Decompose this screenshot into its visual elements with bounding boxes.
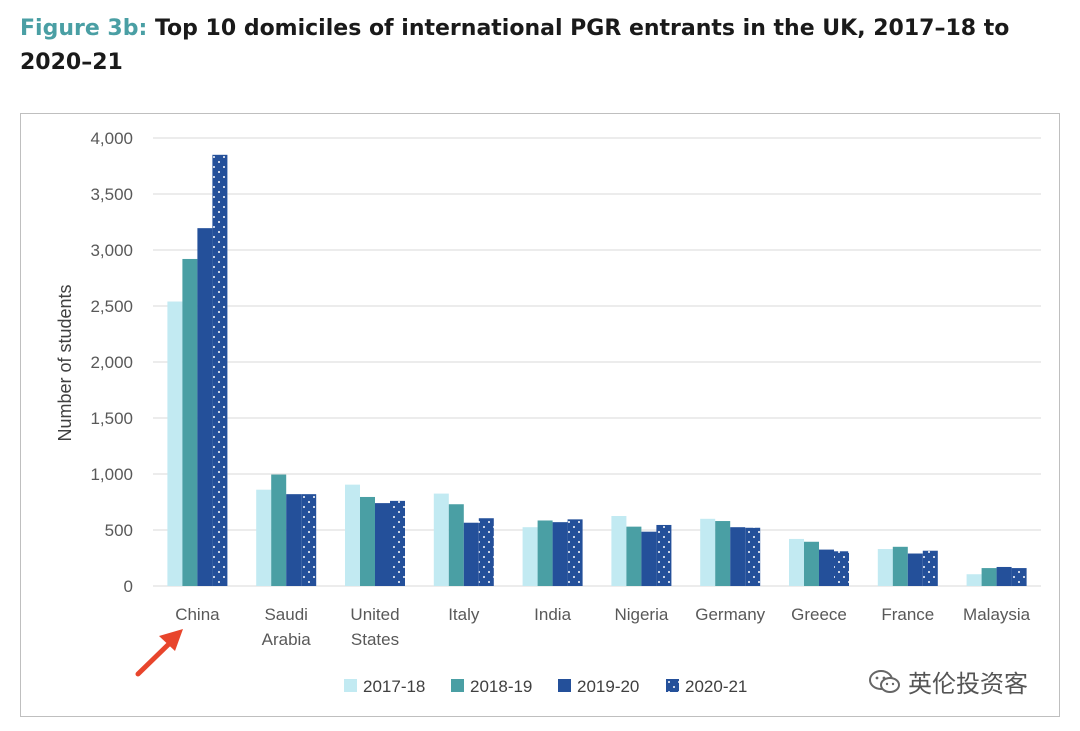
x-category-label: France bbox=[881, 605, 934, 624]
bar-2018-19 bbox=[360, 496, 375, 586]
bar-2018-19 bbox=[182, 258, 198, 586]
y-tick-label: 1,000 bbox=[90, 465, 133, 484]
bar-2019-20 bbox=[996, 566, 1012, 586]
bar-2017-18 bbox=[345, 484, 360, 586]
legend: 2017-18 2018-19 2019-20 2020-21 bbox=[344, 677, 747, 696]
y-tick-label: 1,500 bbox=[90, 409, 133, 428]
bar-2017-18 bbox=[611, 516, 627, 586]
y-tick-label: 2,500 bbox=[90, 297, 133, 316]
figure-title: Figure 3b: Top 10 domiciles of internati… bbox=[20, 12, 1020, 80]
y-tick-label: 0 bbox=[124, 577, 133, 596]
x-category-label: Greece bbox=[791, 605, 847, 624]
legend-item-2020-21: 2020-21 bbox=[666, 677, 747, 696]
bar-2020-21 bbox=[922, 550, 938, 586]
bar-2020-21 bbox=[1011, 568, 1027, 586]
legend-item-2017-18: 2017-18 bbox=[344, 677, 425, 696]
bar-2017-18 bbox=[522, 527, 538, 586]
wechat-icon bbox=[869, 669, 900, 693]
bar-2019-20 bbox=[819, 549, 834, 586]
x-category-label: Malaysia bbox=[963, 605, 1031, 624]
bar-2018-19 bbox=[537, 520, 553, 586]
bar-2019-20 bbox=[552, 522, 568, 586]
bar-2019-20 bbox=[907, 553, 923, 586]
chart-frame: 0 500 1,000 1,500 2,000 2,500 3,000 3,500 4,000 … bbox=[20, 113, 1060, 717]
x-category-label: Nigeria bbox=[614, 605, 668, 624]
bar-2018-19 bbox=[626, 526, 642, 586]
bar-2019-20 bbox=[463, 522, 479, 586]
bar-2018-19 bbox=[271, 474, 287, 586]
y-tick-label: 500 bbox=[105, 521, 133, 540]
x-category-label: United bbox=[350, 605, 399, 624]
bars bbox=[167, 154, 1027, 587]
bar-2017-18 bbox=[700, 518, 716, 586]
watermark-text: 英伦投资客 bbox=[908, 670, 1028, 698]
legend-swatch bbox=[344, 679, 357, 692]
figure-label: Figure 3b: bbox=[20, 16, 148, 41]
legend-label: 2019-20 bbox=[577, 677, 639, 696]
bar-2020-21 bbox=[567, 519, 583, 586]
legend-item-2018-19: 2018-19 bbox=[451, 677, 532, 696]
bar-2020-21 bbox=[212, 154, 228, 587]
x-category-label: States bbox=[351, 630, 399, 649]
x-axis-categories: China Saudi Arabia United States Italy India Ni… bbox=[175, 605, 1030, 649]
bar-2020-21 bbox=[301, 494, 317, 586]
bar-chart: 05001,0001,5002,0002,5003,0003,5004,000 … bbox=[55, 129, 1041, 696]
bar-2019-20 bbox=[197, 228, 213, 586]
figure-title-text: Top 10 domiciles of international PGR en… bbox=[20, 16, 1010, 75]
x-category-label: India bbox=[534, 605, 571, 624]
y-tick-label: 2,000 bbox=[90, 353, 133, 372]
bar-2017-18 bbox=[167, 301, 183, 586]
legend-label: 2018-19 bbox=[470, 677, 532, 696]
y-tick-label: 4,000 bbox=[90, 129, 133, 148]
y-axis-label: Number of students bbox=[55, 284, 75, 441]
bar-2017-18 bbox=[966, 574, 982, 586]
y-tick-label: 3,500 bbox=[90, 185, 133, 204]
arrow-icon bbox=[135, 629, 183, 677]
y-tick-label: 3,000 bbox=[90, 241, 133, 260]
bar-2018-19 bbox=[892, 546, 908, 586]
bar-2017-18 bbox=[877, 549, 893, 586]
x-category-label: Italy bbox=[448, 605, 480, 624]
x-category-label: Saudi bbox=[264, 605, 307, 624]
y-axis-ticks: 0 500 1,000 1,500 2,000 2,500 3,000 3,500 4,000 bbox=[90, 129, 133, 596]
x-category-label: Arabia bbox=[262, 630, 312, 649]
bar-2019-20 bbox=[286, 494, 302, 586]
bar-2018-19 bbox=[981, 568, 997, 586]
watermark: 英伦投资客 bbox=[868, 664, 1028, 699]
bar-2017-18 bbox=[256, 489, 272, 586]
bar-2020-21 bbox=[478, 518, 494, 586]
bar-2018-19 bbox=[804, 541, 819, 586]
legend-swatch bbox=[451, 679, 464, 692]
legend-label: 2017-18 bbox=[363, 677, 425, 696]
legend-label: 2020-21 bbox=[685, 677, 747, 696]
legend-swatch bbox=[666, 679, 679, 692]
bar-2020-21 bbox=[656, 524, 672, 586]
x-category-label: China bbox=[175, 605, 220, 624]
bar-2018-19 bbox=[448, 504, 464, 586]
bar-2020-21 bbox=[745, 527, 761, 586]
legend-item-2019-20: 2019-20 bbox=[558, 677, 639, 696]
bar-2017-18 bbox=[789, 538, 804, 586]
legend-swatch bbox=[558, 679, 571, 692]
x-category-label: Germany bbox=[695, 605, 765, 624]
bar-2020-21 bbox=[834, 551, 849, 586]
bar-2019-20 bbox=[730, 527, 746, 586]
bar-2019-20 bbox=[375, 503, 390, 586]
bar-2019-20 bbox=[641, 531, 657, 586]
bar-2020-21 bbox=[390, 500, 405, 586]
bar-2018-19 bbox=[715, 521, 731, 586]
bar-2017-18 bbox=[433, 493, 449, 586]
